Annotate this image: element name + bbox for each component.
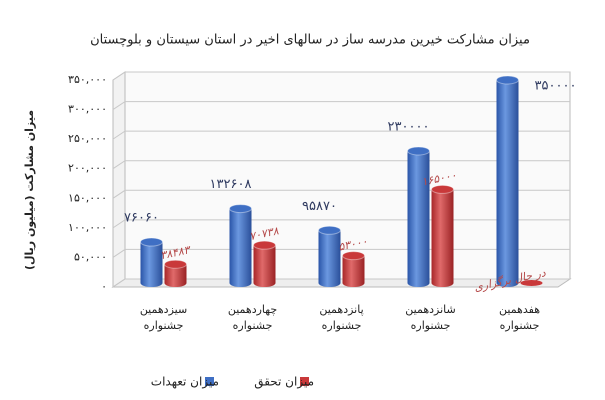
y-tick-label: ۳۵۰,۰۰۰ [68, 73, 107, 86]
value-label: ۱۳۲۶۰۸ [210, 177, 252, 192]
bar-base [140, 279, 163, 287]
chart-title: میزان مشارکت خیرین مدرسه ساز در سالهای ا… [90, 33, 530, 48]
bar-placeholder [520, 280, 543, 286]
value-label: ۷۶۰۶۰ [124, 211, 159, 226]
bar-top [342, 251, 365, 261]
bar-top [164, 259, 187, 269]
bar-top [431, 184, 454, 194]
bar [407, 150, 430, 283]
value-label: ۳۸۴۸۳ [159, 243, 193, 262]
y-tick-label: ۰ [101, 280, 107, 293]
y-tick-label: ۱۵۰,۰۰۰ [68, 191, 107, 204]
bar [229, 208, 252, 283]
legend-swatch [205, 377, 214, 386]
bar-top [253, 240, 276, 250]
bar [431, 189, 454, 283]
left-wall [112, 71, 126, 288]
value-label: ۷۰۷۳۸ [248, 224, 280, 243]
grid-line [112, 71, 570, 81]
y-tick-label: ۳۰۰,۰۰۰ [68, 103, 107, 116]
bar-base [253, 279, 276, 287]
bar-base [318, 279, 341, 287]
y-tick-label: ۱۰۰,۰۰۰ [68, 221, 107, 234]
bar-top [496, 75, 519, 85]
legend-label: میزان تعهدات [151, 375, 219, 390]
bar [342, 255, 365, 283]
bar-base [164, 279, 187, 287]
bar-top [229, 204, 252, 214]
bar-top [407, 146, 430, 156]
bar-base [407, 279, 430, 287]
bar-base [431, 279, 454, 287]
x-tick-label: پانزدهمین جشنواره [319, 303, 364, 332]
value-label: ۹۵۸۷۰ [302, 199, 337, 214]
bar-base [496, 279, 519, 287]
bar [496, 80, 519, 283]
bar-base [342, 279, 365, 287]
legend-label: میزان تحقق [254, 375, 314, 390]
grid-line [112, 101, 570, 110]
y-tick-label: ۲۰۰,۰۰۰ [68, 162, 107, 175]
x-tick-label: سیزدهمین جشنواره [139, 303, 188, 332]
value-label: ۲۳۰۰۰۰ [388, 119, 430, 134]
bar-top [140, 237, 163, 247]
y-tick-label: ۵۰,۰۰۰ [74, 250, 107, 263]
x-tick-label: شانزدهمین جشنواره [405, 303, 456, 332]
x-tick-label: هفدهمین جشنواره [499, 303, 540, 332]
value-label: ۳۵۰۰۰۰ [535, 79, 577, 94]
bar [140, 242, 163, 283]
bar [164, 264, 187, 283]
x-tick-label: چهاردهمین جشنواره [227, 303, 278, 332]
y-tick-label: ۲۵۰,۰۰۰ [68, 132, 107, 145]
bar [253, 245, 276, 283]
bar-top [318, 225, 341, 235]
y-axis-label: میزان مشارکت (میلیون ریال) [23, 110, 36, 270]
bar-base [229, 279, 252, 287]
bar [318, 230, 341, 283]
legend-swatch [300, 377, 309, 386]
grid-line [112, 130, 570, 140]
value-label: ۵۳۰۰۰ [337, 235, 369, 254]
